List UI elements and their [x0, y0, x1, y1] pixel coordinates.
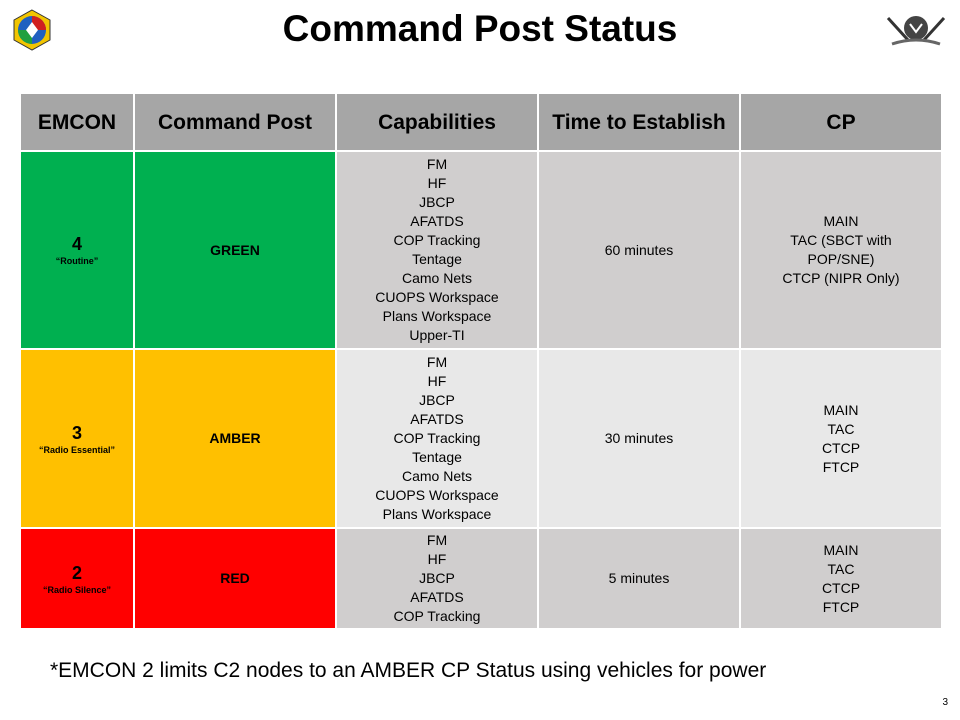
- capability: Plans Workspace: [382, 506, 492, 522]
- table-row: 3 “Radio Essential” AMBER FM HF JBCP AFATDS COP…: [19, 348, 943, 529]
- left-logo: [13, 9, 51, 51]
- capability: FM: [426, 532, 448, 548]
- emcon-level: 4: [71, 234, 82, 254]
- capability: HF: [427, 551, 447, 567]
- command-post-cell: AMBER: [133, 348, 337, 529]
- command-post: GREEN: [210, 241, 260, 258]
- time: 30 minutes: [604, 430, 674, 446]
- time-cell: 30 minutes: [537, 348, 741, 529]
- cp-list: MAIN TAC CTCP FTCP: [771, 541, 911, 617]
- cp-item: MAIN: [823, 541, 859, 558]
- capabilities-cell: FM HF JBCP AFATDS COP Tracking Tentage Camo Ne…: [335, 150, 539, 350]
- emcon-cell: 4 “Routine”: [19, 150, 135, 350]
- capability: JBCP: [419, 570, 455, 586]
- cp-cell: MAIN TAC CTCP FTCP: [739, 348, 943, 529]
- emcon-cell: 2 “Radio Silence”: [19, 527, 135, 630]
- capability: FM: [426, 354, 448, 370]
- cp-list: MAIN TAC CTCP FTCP: [771, 401, 911, 477]
- capability: COP Tracking: [393, 430, 481, 446]
- footnote: *EMCON 2 limits C2 nodes to an AMBER CP …: [50, 659, 767, 682]
- cp-item: TAC: [827, 560, 855, 577]
- cp-item: CTCP (NIPR Only): [782, 270, 900, 286]
- cp-cell: MAIN TAC (SBCT with POP/SNE) CTCP (NIPR On…: [739, 150, 943, 350]
- cp-item: MAIN: [823, 213, 859, 229]
- capability: CUOPS Workspace: [375, 487, 499, 503]
- page-number: 3: [942, 697, 948, 708]
- cp-item: MAIN: [823, 401, 859, 418]
- table-row: 2 “Radio Silence” RED FM HF JBCP AFATDS COP Tra…: [19, 527, 943, 630]
- header-row: EMCON Command Post Capabilities Time to Est…: [19, 92, 943, 152]
- capability: JBCP: [419, 194, 455, 210]
- capability: JBCP: [419, 392, 455, 408]
- capability: FM: [426, 156, 448, 172]
- command-post: RED: [220, 570, 250, 586]
- capabilities-cell: FM HF JBCP AFATDS COP Tracking: [335, 527, 539, 630]
- time: 60 minutes: [604, 241, 674, 258]
- status-table: EMCON Command Post Capabilities Time to Est…: [19, 92, 943, 630]
- table-row: 4 “Routine” GREEN FM HF JBCP AFATDS COP Trackin…: [19, 150, 943, 350]
- emcon-name: “Radio Silence”: [42, 584, 112, 595]
- capability: CUOPS Workspace: [375, 289, 499, 305]
- capability: Plans Workspace: [382, 308, 492, 324]
- emcon-level: 3: [71, 422, 82, 443]
- capability: AFATDS: [410, 589, 464, 605]
- column-header: EMCON: [19, 92, 135, 152]
- emcon-name: “Radio Essential”: [38, 444, 116, 455]
- title: Command Post Status: [282, 8, 678, 49]
- cp-list: MAIN TAC (SBCT with POP/SNE) CTCP (NIPR On…: [771, 212, 911, 288]
- column-header: Time to Establish: [537, 92, 741, 152]
- cp-item: FTCP: [822, 458, 860, 475]
- capability: HF: [427, 175, 447, 191]
- capability: HF: [427, 373, 447, 389]
- capability: Tentage: [412, 251, 462, 267]
- capability: COP Tracking: [393, 608, 481, 624]
- capability: Tentage: [412, 449, 462, 465]
- cp-cell: MAIN TAC CTCP FTCP: [739, 527, 943, 630]
- command-post: AMBER: [209, 430, 261, 446]
- emcon-name: “Routine”: [55, 256, 99, 266]
- time-cell: 5 minutes: [537, 527, 741, 630]
- cp-item: TAC (SBCT with POP/SNE): [790, 232, 892, 267]
- command-post-cell: RED: [133, 527, 337, 630]
- command-post-cell: GREEN: [133, 150, 337, 350]
- capability: AFATDS: [410, 411, 464, 427]
- capability: COP Tracking: [393, 232, 481, 248]
- capabilities-cell: FM HF JBCP AFATDS COP Tracking Tentage Camo Ne…: [335, 348, 539, 529]
- column-header: Capabilities: [335, 92, 539, 152]
- column-header: CP: [739, 92, 943, 152]
- column-header: Command Post: [133, 92, 337, 152]
- cp-item: CTCP: [821, 579, 861, 596]
- right-logo: [886, 16, 946, 46]
- capability: AFATDS: [410, 213, 464, 229]
- cp-item: FTCP: [822, 598, 860, 615]
- cp-item: TAC: [827, 420, 855, 437]
- capability: Camo Nets: [401, 270, 473, 286]
- capability: Upper-TI: [409, 327, 465, 343]
- time-cell: 60 minutes: [537, 150, 741, 350]
- cp-item: CTCP: [821, 439, 861, 456]
- capability: Camo Nets: [401, 468, 473, 484]
- emcon-cell: 3 “Radio Essential”: [19, 348, 135, 529]
- time: 5 minutes: [608, 570, 670, 586]
- emcon-level: 2: [71, 562, 82, 583]
